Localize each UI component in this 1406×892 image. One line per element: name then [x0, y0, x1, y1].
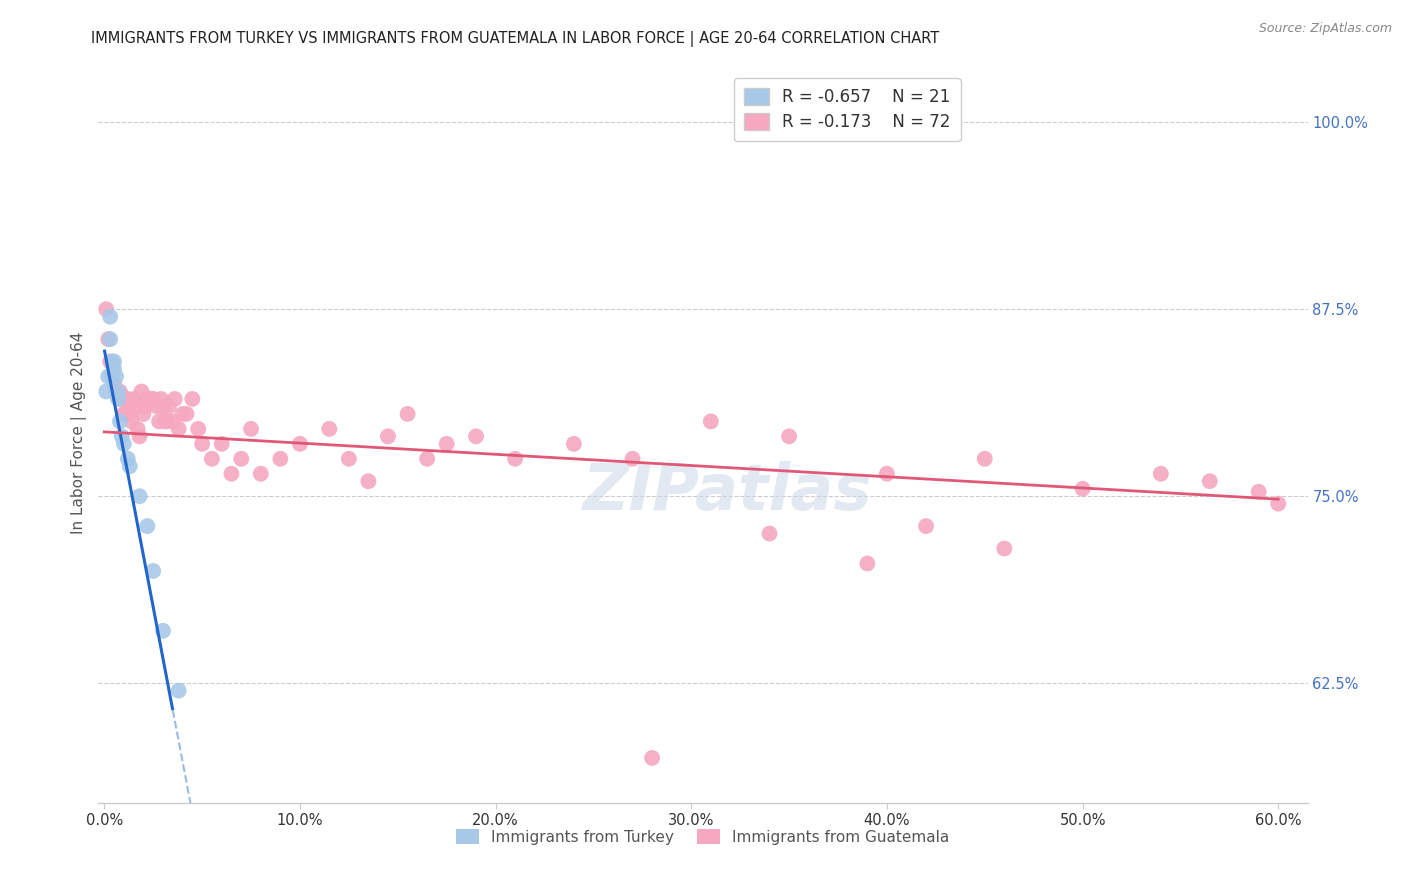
- Point: [117, 392, 139, 406]
- Point: [167, 683, 190, 698]
- Point: [153, 414, 176, 428]
- Point: [112, 437, 135, 451]
- Point: [221, 467, 243, 481]
- Point: [121, 414, 143, 428]
- Point: [131, 384, 153, 399]
- Point: [103, 362, 125, 376]
- Point: [621, 451, 644, 466]
- Point: [416, 451, 439, 466]
- Point: [1267, 497, 1289, 511]
- Point: [172, 407, 194, 421]
- Point: [269, 451, 291, 466]
- Point: [141, 392, 163, 406]
- Point: [96, 384, 118, 399]
- Point: [288, 437, 311, 451]
- Point: [111, 392, 134, 406]
- Point: [187, 422, 209, 436]
- Point: [162, 414, 184, 428]
- Point: [107, 384, 129, 399]
- Text: Source: ZipAtlas.com: Source: ZipAtlas.com: [1258, 22, 1392, 36]
- Point: [1150, 467, 1173, 481]
- Point: [134, 400, 156, 414]
- Point: [396, 407, 419, 421]
- Point: [117, 451, 139, 466]
- Point: [357, 474, 380, 488]
- Point: [108, 384, 131, 399]
- Point: [111, 429, 134, 443]
- Point: [105, 384, 128, 399]
- Point: [876, 467, 898, 481]
- Point: [118, 407, 141, 421]
- Y-axis label: In Labor Force | Age 20-64: In Labor Force | Age 20-64: [72, 332, 87, 533]
- Point: [136, 392, 159, 406]
- Point: [318, 422, 340, 436]
- Point: [112, 407, 135, 421]
- Point: [150, 392, 173, 406]
- Point: [98, 310, 121, 324]
- Point: [124, 400, 146, 414]
- Point: [146, 400, 169, 414]
- Point: [128, 429, 150, 443]
- Text: IMMIGRANTS FROM TURKEY VS IMMIGRANTS FROM GUATEMALA IN LABOR FORCE | AGE 20-64 C: IMMIGRANTS FROM TURKEY VS IMMIGRANTS FRO…: [91, 31, 939, 47]
- Point: [98, 354, 121, 368]
- Point: [142, 392, 165, 406]
- Point: [136, 519, 159, 533]
- Point: [915, 519, 938, 533]
- Point: [973, 451, 995, 466]
- Point: [377, 429, 399, 443]
- Point: [231, 451, 253, 466]
- Point: [337, 451, 360, 466]
- Point: [101, 354, 124, 368]
- Point: [97, 332, 120, 346]
- Point: [436, 437, 458, 451]
- Point: [993, 541, 1015, 556]
- Point: [778, 429, 800, 443]
- Point: [107, 392, 129, 406]
- Point: [641, 751, 664, 765]
- Point: [176, 407, 198, 421]
- Point: [191, 437, 214, 451]
- Point: [142, 564, 165, 578]
- Point: [97, 369, 120, 384]
- Point: [1247, 484, 1270, 499]
- Point: [700, 414, 723, 428]
- Point: [114, 407, 136, 421]
- Point: [562, 437, 585, 451]
- Point: [101, 354, 124, 368]
- Point: [148, 414, 170, 428]
- Point: [167, 422, 190, 436]
- Point: [96, 302, 118, 317]
- Point: [250, 467, 273, 481]
- Point: [103, 377, 125, 392]
- Point: [152, 624, 174, 638]
- Point: [1071, 482, 1094, 496]
- Point: [157, 400, 180, 414]
- Point: [152, 400, 174, 414]
- Point: [105, 369, 128, 384]
- Point: [132, 407, 155, 421]
- Point: [98, 332, 121, 346]
- Point: [118, 459, 141, 474]
- Point: [201, 451, 224, 466]
- Point: [122, 392, 145, 406]
- Point: [503, 451, 526, 466]
- Point: [240, 422, 263, 436]
- Legend: Immigrants from Turkey, Immigrants from Guatemala: Immigrants from Turkey, Immigrants from …: [450, 822, 956, 851]
- Point: [103, 354, 125, 368]
- Point: [163, 392, 186, 406]
- Point: [1198, 474, 1220, 488]
- Point: [128, 489, 150, 503]
- Point: [101, 369, 124, 384]
- Text: ZIPatlas: ZIPatlas: [582, 461, 872, 523]
- Point: [181, 392, 204, 406]
- Point: [107, 384, 129, 399]
- Point: [108, 414, 131, 428]
- Point: [856, 557, 879, 571]
- Point: [127, 422, 149, 436]
- Point: [465, 429, 488, 443]
- Point: [758, 526, 780, 541]
- Point: [156, 414, 179, 428]
- Point: [211, 437, 233, 451]
